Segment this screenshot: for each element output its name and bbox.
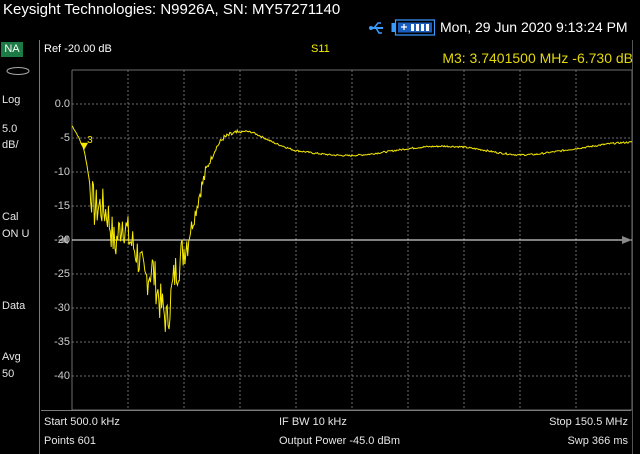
- avg-label: Avg: [2, 351, 21, 363]
- mode-badge[interactable]: NA: [1, 42, 23, 57]
- reference-left-arrow-icon: [58, 236, 68, 244]
- scale-format: Log: [2, 94, 21, 106]
- right-divider: [632, 40, 633, 454]
- y-tick-label: -20: [54, 234, 70, 246]
- measurement-parameter: S11: [311, 43, 330, 55]
- y-tick-label: -35: [54, 336, 70, 348]
- side-panel: NA Log 5.0 dB/ Cal ON U Data Avg 50: [0, 40, 40, 454]
- stop-frequency[interactable]: Stop 150.5 MHz: [549, 416, 628, 428]
- y-tick-label: 0.0: [54, 98, 70, 110]
- sweep-time[interactable]: Swp 366 ms: [567, 435, 628, 447]
- battery-icon: [391, 19, 435, 36]
- window-title: Keysight Technologies: N9926A, SN: MY572…: [3, 1, 341, 18]
- start-frequency[interactable]: Start 500.0 kHz: [44, 416, 120, 428]
- trace-line: [71, 125, 633, 332]
- y-tick-label: -15: [54, 200, 70, 212]
- marker-label: 3: [87, 135, 93, 146]
- y-tick-label: -40: [54, 370, 70, 382]
- scale-unit: dB/: [2, 139, 19, 151]
- usb-icon: [369, 22, 383, 34]
- trace-header: Ref -20.00 dB S11 M3: 3.7401500 MHz -6.7…: [41, 40, 636, 70]
- y-tick-label: -30: [54, 302, 70, 314]
- marker-triangle-icon: [80, 142, 89, 150]
- marker-group: 3: [80, 135, 93, 150]
- reference-right-arrow-icon: [622, 236, 632, 244]
- y-tick-label: -25: [54, 268, 70, 280]
- y-tick-label: -10: [54, 166, 70, 178]
- cal-label: Cal: [2, 211, 19, 223]
- reference-level: Ref -20.00 dB: [44, 43, 112, 55]
- if-bandwidth[interactable]: IF BW 10 kHz: [279, 416, 347, 428]
- title-bar: Keysight Technologies: N9926A, SN: MY572…: [0, 0, 640, 40]
- reference-line-group: [58, 236, 632, 244]
- measurement-indicator-icon: [6, 67, 30, 75]
- cal-status: ON U: [2, 228, 30, 240]
- trace-group: [71, 125, 633, 332]
- scale-value: 5.0: [2, 123, 18, 135]
- sweep-footer: Start 500.0 kHz Points 601 IF BW 10 kHz …: [41, 410, 631, 454]
- points-count[interactable]: Points 601: [44, 435, 96, 447]
- y-tick-label: -5: [60, 132, 70, 144]
- date-time: Mon, 29 Jun 2020 9:13:24 PM: [440, 19, 628, 35]
- data-label: Data: [2, 300, 26, 312]
- output-power[interactable]: Output Power -45.0 dBm: [279, 435, 401, 447]
- marker-readout: M3: 3.7401500 MHz -6.730 dB: [442, 50, 633, 66]
- avg-value: 50: [2, 368, 15, 380]
